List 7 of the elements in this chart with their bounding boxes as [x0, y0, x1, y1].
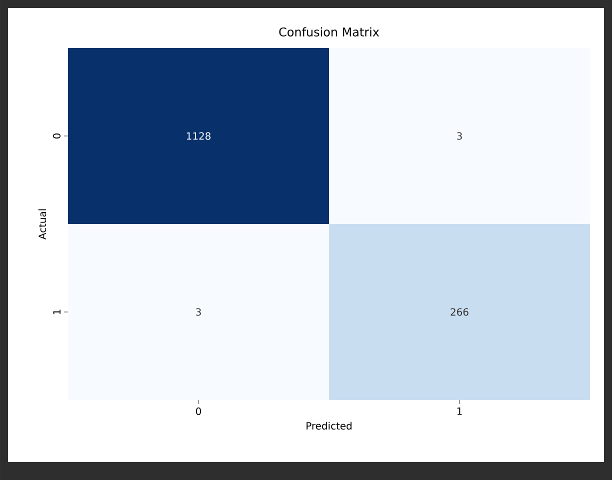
data-label: 266	[450, 308, 468, 316]
data-label: 3	[196, 308, 201, 316]
chart-title: Confusion Matrix	[279, 27, 380, 36]
x-axis-title: Predicted	[306, 422, 352, 430]
data-label: 1128	[186, 132, 210, 140]
y-axis-title: Actual	[38, 209, 46, 240]
data-label: 3	[457, 132, 462, 140]
